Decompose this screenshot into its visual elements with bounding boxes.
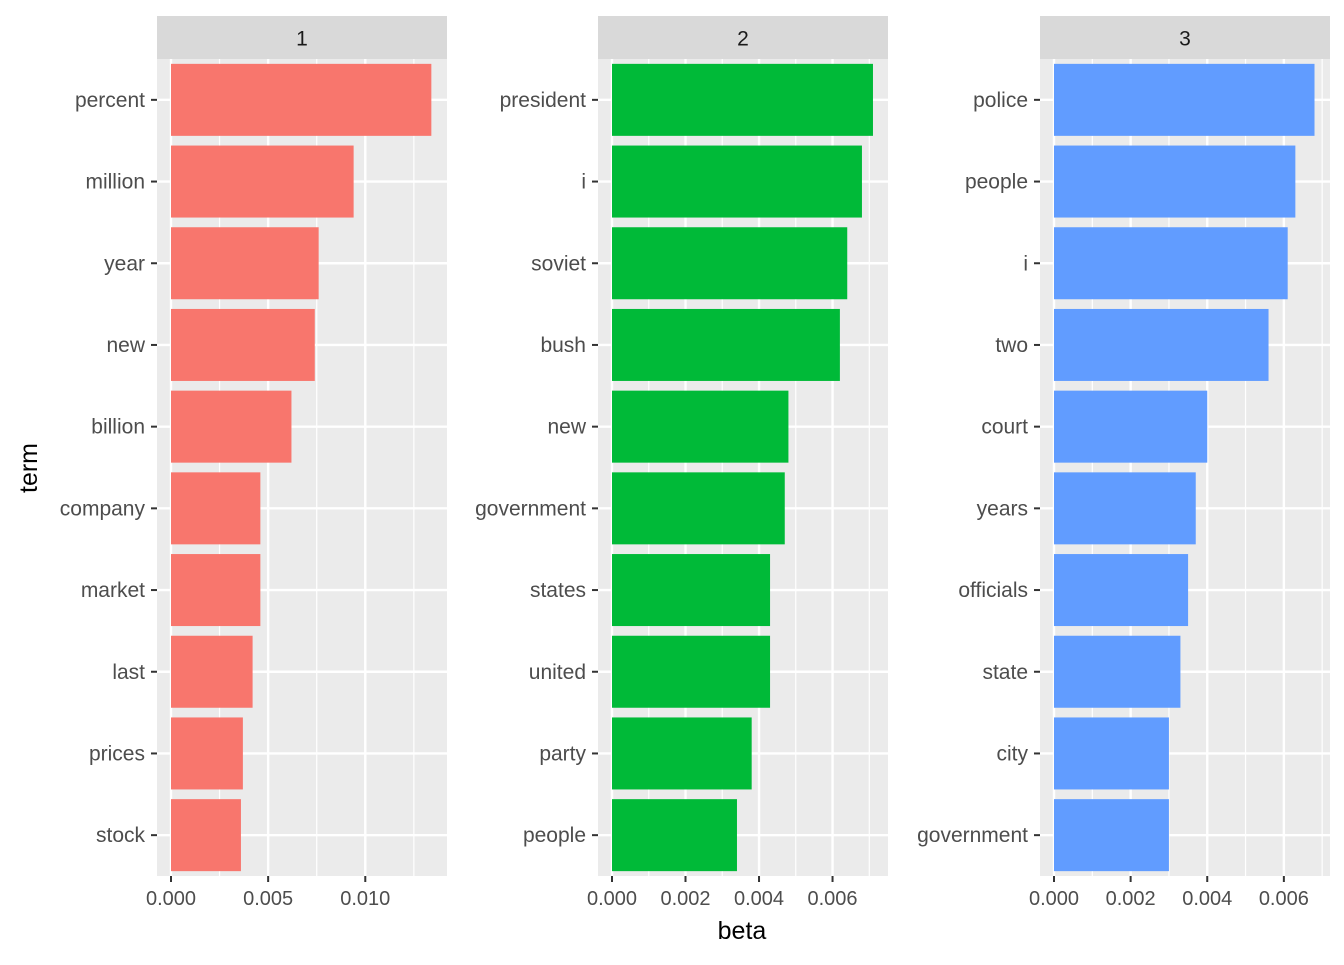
bar-years — [1054, 472, 1196, 545]
bar-company — [171, 472, 261, 545]
y-tick-label: new — [547, 416, 586, 439]
y-tick-label: government — [475, 497, 586, 520]
x-tick-label: 0.002 — [660, 888, 710, 910]
y-tick-label: president — [500, 89, 587, 112]
bar-states — [612, 554, 771, 627]
y-tick-label: officials — [958, 579, 1028, 602]
bar-i — [1054, 227, 1288, 300]
bar-soviet — [612, 227, 848, 300]
bar-year — [171, 227, 319, 300]
bar-i — [612, 145, 862, 218]
y-tick-label: people — [523, 824, 586, 847]
y-tick-label: million — [85, 171, 145, 194]
bar-billion — [171, 390, 292, 463]
bar-city — [1054, 717, 1169, 790]
bar-bush — [612, 308, 840, 381]
x-tick-label: 0.000 — [146, 888, 196, 910]
y-tick-label: market — [81, 579, 145, 602]
x-tick-label: 0.006 — [1259, 888, 1309, 910]
y-tick-label: soviet — [531, 252, 586, 275]
bar-police — [1054, 63, 1315, 136]
panels-layer: 1 percent million year new billion company mark… — [60, 16, 1330, 910]
panel-3: 3 police people i two court years officials stat… — [917, 16, 1330, 910]
x-tick-label: 0.006 — [808, 888, 858, 910]
y-axis-title: term — [15, 443, 43, 493]
y-tick-label: two — [995, 334, 1028, 357]
x-tick-label: 0.010 — [340, 888, 390, 910]
bar-market — [171, 554, 261, 627]
y-tick-label: states — [530, 579, 586, 602]
x-tick-label: 0.004 — [734, 888, 784, 910]
x-tick-label: 0.000 — [1029, 888, 1079, 910]
x-axis-title: beta — [718, 917, 767, 945]
bar-united — [612, 635, 771, 708]
panel-2: 2 president i soviet bush new government states… — [475, 16, 888, 910]
y-tick-label: court — [981, 416, 1028, 439]
bar-stock — [171, 799, 241, 872]
y-tick-label: police — [973, 89, 1028, 112]
bar-state — [1054, 635, 1181, 708]
bar-government — [1054, 799, 1169, 872]
y-tick-label: last — [112, 661, 145, 684]
bar-million — [171, 145, 354, 218]
facet-strip — [598, 16, 888, 59]
facet-strip — [157, 16, 447, 59]
bar-court — [1054, 390, 1208, 463]
x-tick-label: 0.002 — [1106, 888, 1156, 910]
y-tick-label: city — [997, 742, 1029, 765]
facet-strip-label: 1 — [296, 28, 308, 51]
y-tick-label: percent — [75, 89, 145, 112]
x-tick-label: 0.000 — [587, 888, 637, 910]
facet-strip-label: 2 — [737, 28, 749, 51]
facet-strip-label: 3 — [1179, 28, 1191, 51]
y-tick-label: year — [104, 252, 145, 275]
y-tick-label: billion — [91, 416, 145, 439]
y-tick-label: i — [1023, 252, 1028, 275]
y-tick-label: prices — [89, 742, 145, 765]
y-tick-label: party — [539, 742, 586, 765]
bar-last — [171, 635, 253, 708]
bar-prices — [171, 717, 243, 790]
y-tick-label: people — [965, 171, 1028, 194]
bar-new — [612, 390, 789, 463]
y-tick-label: years — [977, 497, 1028, 520]
y-tick-label: government — [917, 824, 1028, 847]
y-tick-label: united — [529, 661, 586, 684]
bar-president — [612, 63, 873, 136]
bar-people — [1054, 145, 1296, 218]
panel-1: 1 percent million year new billion company mark… — [60, 16, 447, 910]
bar-officials — [1054, 554, 1189, 627]
x-tick-label: 0.004 — [1182, 888, 1232, 910]
bar-new — [171, 308, 315, 381]
y-tick-label: company — [60, 497, 146, 520]
y-tick-label: state — [982, 661, 1028, 684]
y-tick-label: bush — [540, 334, 586, 357]
bar-people — [612, 799, 737, 872]
y-tick-label: i — [581, 171, 586, 194]
bar-government — [612, 472, 785, 545]
bar-party — [612, 717, 752, 790]
x-tick-label: 0.005 — [243, 888, 293, 910]
bar-percent — [171, 63, 432, 136]
bar-two — [1054, 308, 1269, 381]
y-tick-label: stock — [96, 824, 146, 847]
facet-strip — [1040, 16, 1330, 59]
y-tick-label: new — [106, 334, 145, 357]
